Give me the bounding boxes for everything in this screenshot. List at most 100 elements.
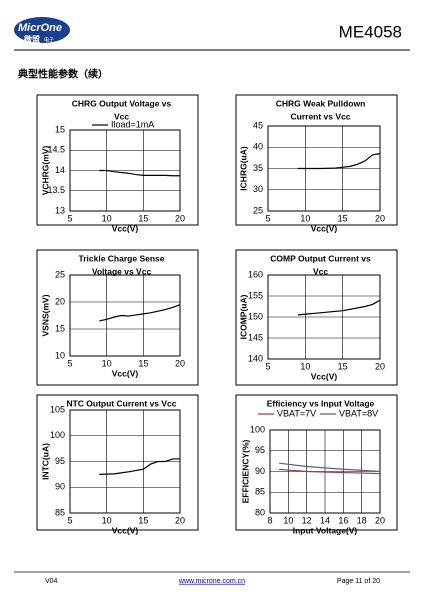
x-tick-label: 15 [338, 361, 348, 371]
chart-title: Trickle Charge Sense [79, 253, 165, 263]
x-tick-label: 10 [283, 515, 293, 525]
x-tick-label: 10 [102, 358, 112, 368]
x-tick-label: 5 [67, 213, 72, 223]
y-tick-label: 14 [55, 165, 65, 175]
x-tick-label: 5 [265, 361, 270, 371]
x-tick-label: 5 [67, 515, 72, 525]
data-line [279, 468, 381, 475]
y-tick-label: 20 [55, 296, 65, 306]
logo-cn: 微盟 [23, 34, 40, 44]
chart-title: CHRG Output Voltage vs [72, 98, 172, 108]
y-tick-label: 80 [255, 507, 265, 517]
plot-area [69, 409, 181, 514]
data-line [297, 153, 381, 170]
y-tick-label: 85 [255, 487, 265, 497]
footer-version: V04 [45, 578, 58, 585]
y-tick-label: 100 [50, 430, 65, 440]
y-tick-label: 45 [253, 120, 263, 130]
y-axis-label: EFFICIENCY(%) [240, 439, 250, 503]
chart-frame [235, 394, 398, 531]
x-tick-label: 15 [138, 213, 148, 223]
x-tick-label: 16 [338, 515, 348, 525]
legend-label: VBAT=8V [339, 408, 378, 418]
y-tick-label: 85 [55, 507, 65, 517]
x-axis-label: Vcc(V) [112, 223, 139, 233]
y-tick-label: 15 [55, 124, 65, 134]
x-tick-label: 10 [102, 515, 112, 525]
x-axis-label: Vcc(V) [311, 371, 338, 381]
x-axis-label: Vcc(V) [112, 525, 139, 535]
y-tick-label: 25 [253, 205, 263, 215]
legend-label: Iload=1mA [111, 119, 154, 129]
y-tick-label: 40 [253, 142, 263, 152]
y-axis-label: VSNS(mV) [40, 294, 50, 336]
y-tick-label: 35 [253, 163, 263, 173]
x-tick-label: 20 [175, 213, 185, 223]
chart-title: CHRG Weak Pulldown [276, 98, 366, 108]
chart-frame [235, 94, 398, 226]
chart-title: Efficiency vs Input Voltage [267, 398, 375, 408]
data-line [99, 169, 180, 177]
x-tick-label: 5 [265, 213, 270, 223]
plot-area [267, 125, 381, 212]
y-tick-label: 105 [50, 404, 65, 414]
plot-area [69, 129, 181, 212]
x-tick-label: 20 [375, 515, 385, 525]
plot-area [69, 274, 181, 357]
y-axis-label: INTC(uA) [40, 443, 50, 480]
chart-title: NTC Output Current vs Vcc [66, 398, 176, 408]
x-axis-label: Input Voltage(V) [293, 525, 358, 535]
y-tick-label: 95 [255, 445, 265, 455]
y-tick-label: 13 [55, 205, 65, 215]
y-axis-label: ICOMP(uA) [238, 294, 248, 339]
x-tick-label: 18 [357, 515, 367, 525]
chart-title: Voltage vs Vcc [92, 266, 152, 276]
y-tick-label: 100 [250, 424, 265, 434]
logo-cn-small: 电子 [44, 36, 54, 43]
x-tick-label: 15 [138, 515, 148, 525]
chart-title: COMP Output Current vs [270, 253, 371, 263]
x-tick-label: 20 [375, 213, 385, 223]
chart-frame [36, 249, 199, 386]
x-tick-label: 10 [300, 213, 310, 223]
y-tick-label: 30 [253, 184, 263, 194]
data-line [99, 304, 181, 322]
legend-label: VBAT=7V [277, 408, 316, 418]
section-title: 典型性能参数（续） [18, 68, 108, 81]
y-tick-label: 14.5 [47, 145, 65, 155]
x-tick-label: 15 [138, 358, 148, 368]
x-tick-label: 12 [302, 515, 312, 525]
y-tick-label: 10 [55, 350, 65, 360]
part-number: ME4058 [339, 22, 402, 41]
data-line [297, 299, 381, 316]
x-tick-label: 10 [300, 361, 310, 371]
x-tick-label: 20 [375, 361, 385, 371]
plot-area [267, 274, 381, 360]
logo-name: MicrOne [18, 22, 62, 34]
y-tick-label: 13.5 [47, 185, 65, 195]
y-axis-label: ICHRG(uA) [238, 146, 248, 191]
x-axis-label: Vcc(V) [311, 223, 338, 233]
y-tick-label: 145 [248, 332, 263, 342]
y-tick-label: 150 [248, 311, 263, 321]
footer-page: Page 11 of 20 [337, 578, 380, 585]
data-line [99, 458, 180, 475]
chart-title: Current vs Vcc [291, 111, 351, 121]
x-tick-label: 20 [175, 515, 185, 525]
y-tick-label: 90 [255, 466, 265, 476]
chart-title: Vcc [114, 111, 129, 121]
x-tick-label: 14 [320, 515, 330, 525]
logo-shape [14, 17, 70, 43]
x-axis-label: Vcc(V) [112, 368, 139, 378]
y-tick-label: 160 [248, 269, 263, 279]
y-tick-label: 25 [55, 269, 65, 279]
x-tick-label: 20 [175, 358, 185, 368]
chart-title: Vcc [313, 266, 328, 276]
footer-link[interactable]: www.microne.com.cn [178, 578, 245, 585]
y-tick-label: 155 [248, 290, 263, 300]
y-axis-label: VCHRG(mV) [40, 146, 50, 196]
data-line [279, 462, 381, 473]
y-tick-label: 90 [55, 482, 65, 492]
